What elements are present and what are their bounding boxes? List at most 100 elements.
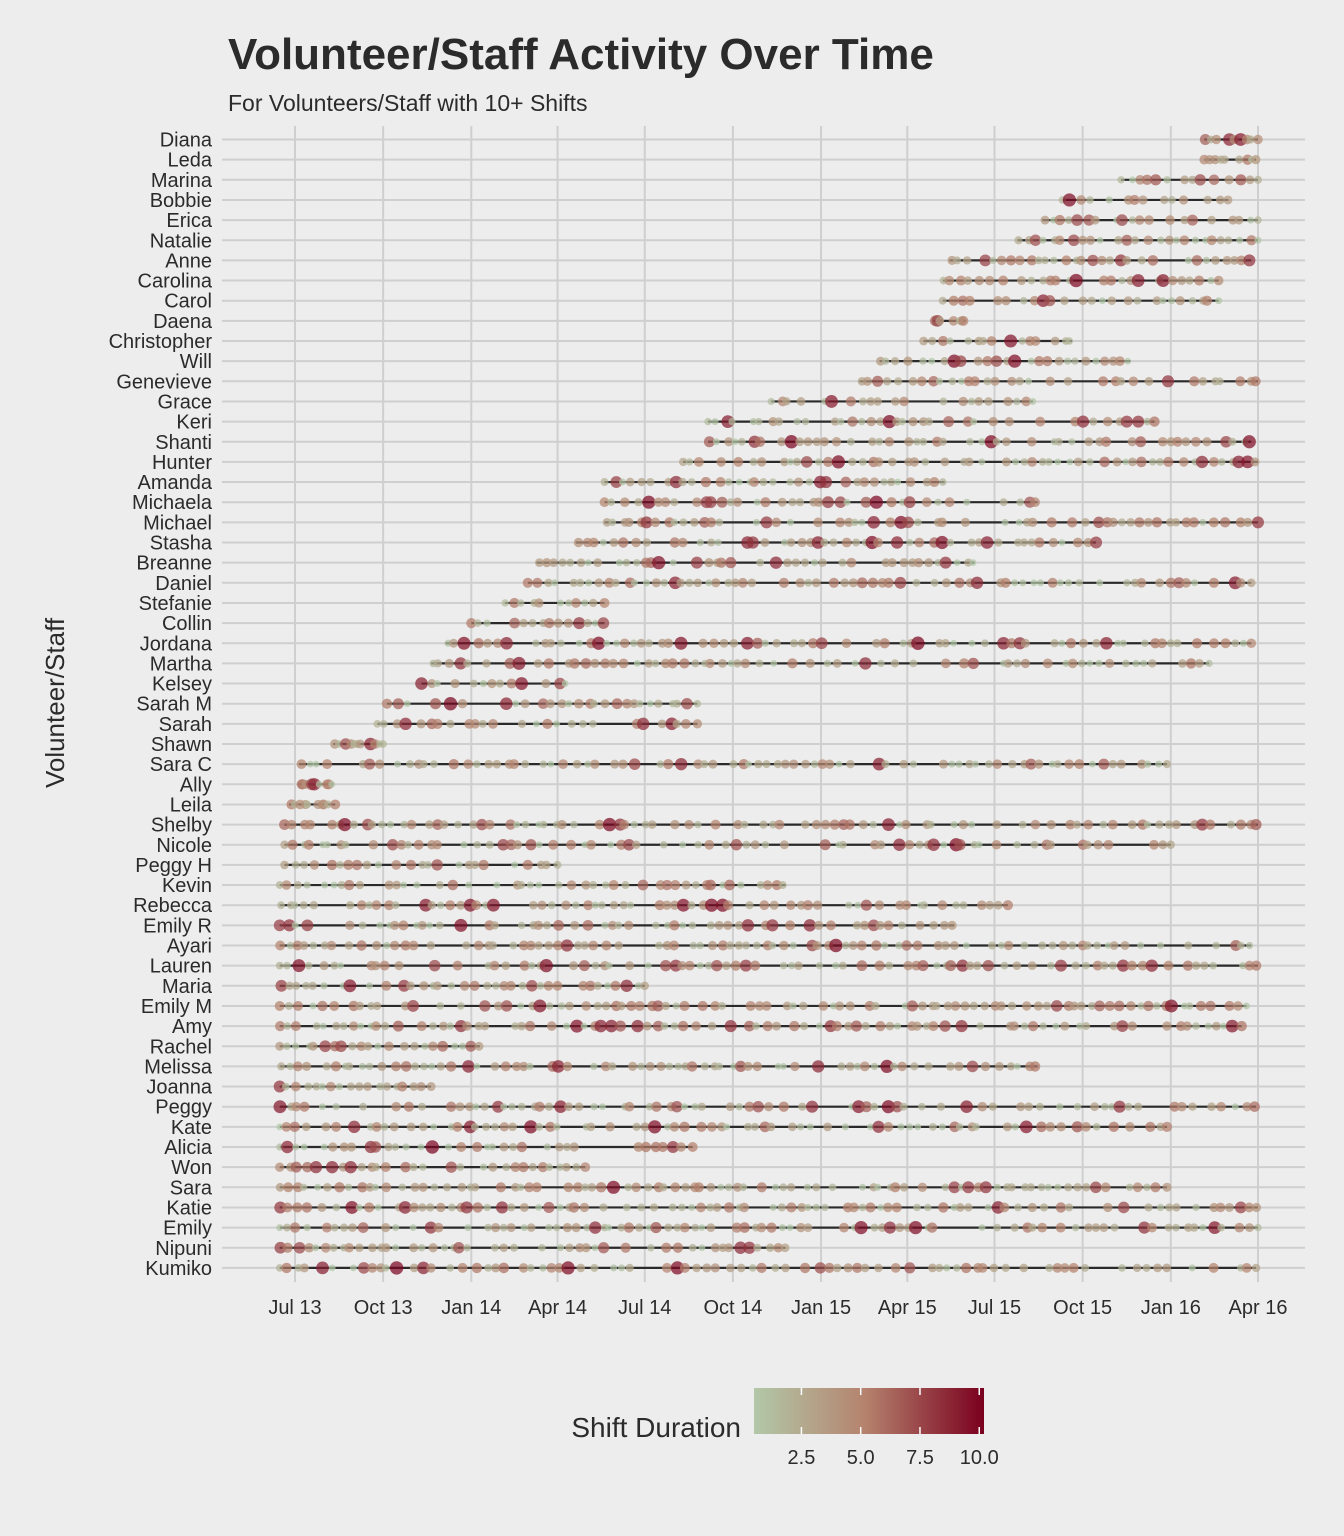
- shift-point: [291, 901, 299, 909]
- shift-point: [381, 1243, 391, 1253]
- shift-point: [823, 456, 834, 467]
- shift-point: [320, 941, 329, 950]
- shift-point: [866, 397, 875, 406]
- shift-point: [786, 1202, 797, 1213]
- x-tick-label: Jan 14: [441, 1297, 501, 1319]
- shift-point: [904, 1262, 916, 1274]
- shift-point: [1235, 155, 1244, 164]
- shift-point: [875, 437, 884, 446]
- shift-point: [766, 919, 779, 932]
- shift-point: [797, 537, 807, 548]
- shift-point: [1004, 417, 1014, 427]
- shift-point: [374, 1204, 382, 1211]
- shift-point: [433, 680, 441, 688]
- shift-point: [625, 477, 635, 487]
- shift-point: [679, 921, 687, 929]
- shift-point: [901, 940, 912, 951]
- shift-point: [858, 518, 866, 526]
- shift-point: [506, 1223, 516, 1233]
- shift-point: [872, 638, 881, 648]
- shift-point: [853, 477, 862, 487]
- shift-point: [918, 1001, 927, 1011]
- shift-point: [573, 1182, 584, 1193]
- shift-point: [731, 438, 739, 446]
- shift-point: [964, 295, 975, 306]
- shift-point: [1225, 1019, 1239, 1033]
- shift-point: [663, 638, 673, 648]
- shift-point: [1137, 1002, 1145, 1010]
- shift-point: [429, 698, 442, 710]
- shift-point: [838, 961, 847, 970]
- shift-point: [479, 679, 487, 688]
- shift-point: [290, 1161, 302, 1173]
- shift-point: [300, 860, 309, 869]
- shift-point: [427, 901, 436, 910]
- shift-point: [1132, 1182, 1143, 1193]
- shift-point: [317, 1202, 327, 1212]
- shift-point: [1131, 274, 1145, 287]
- shift-point: [782, 1001, 792, 1011]
- shift-point: [653, 497, 664, 507]
- shift-point: [819, 437, 830, 447]
- shift-point: [344, 1160, 357, 1174]
- shift-point: [970, 418, 978, 426]
- shift-point: [867, 1123, 874, 1131]
- shift-point: [874, 960, 885, 971]
- shift-point: [739, 1202, 749, 1213]
- shift-point: [702, 1263, 712, 1273]
- shift-point: [664, 1223, 673, 1232]
- shift-point: [589, 598, 598, 608]
- shift-point: [1201, 295, 1213, 306]
- shift-point: [870, 1102, 879, 1111]
- shift-point: [687, 478, 696, 486]
- shift-point: [593, 981, 602, 990]
- legend-colorbar: [754, 1388, 984, 1434]
- shift-point: [1155, 578, 1164, 588]
- shift-point: [1157, 942, 1164, 949]
- shift-point: [898, 417, 906, 426]
- shift-point: [679, 1262, 690, 1273]
- shift-point: [1110, 1223, 1119, 1232]
- shift-point: [490, 1062, 500, 1071]
- shift-point: [908, 417, 918, 427]
- shift-point: [1246, 941, 1254, 950]
- shift-point: [583, 1223, 591, 1232]
- shift-point: [1165, 215, 1175, 225]
- shift-point: [964, 337, 973, 345]
- shift-point: [887, 477, 896, 487]
- shift-point: [561, 1261, 575, 1275]
- y-tick-label: Stasha: [150, 533, 213, 555]
- shift-point: [1073, 1183, 1082, 1192]
- shift-point: [1045, 376, 1055, 386]
- shift-point: [633, 1142, 644, 1152]
- shift-point: [552, 1060, 565, 1073]
- shift-point: [533, 999, 547, 1013]
- shift-point: [457, 636, 471, 650]
- shift-point: [1072, 820, 1082, 829]
- shift-point: [1105, 196, 1113, 204]
- shift-point: [1220, 1022, 1227, 1030]
- shift-point: [894, 576, 907, 589]
- shift-point: [1168, 297, 1176, 305]
- shift-point: [1144, 1203, 1153, 1212]
- shift-point: [608, 1062, 617, 1071]
- shift-point: [462, 1021, 472, 1031]
- shift-point: [921, 497, 932, 508]
- shift-point: [1030, 840, 1039, 849]
- shift-point: [895, 941, 903, 950]
- shift-point: [444, 658, 454, 668]
- shift-point: [971, 760, 979, 768]
- shift-point: [744, 1122, 752, 1131]
- shift-point: [520, 699, 530, 709]
- shift-point: [520, 1224, 528, 1232]
- shift-point: [450, 678, 460, 689]
- shift-point: [309, 901, 318, 910]
- shift-point: [691, 881, 700, 889]
- shift-point: [407, 1000, 419, 1012]
- shift-point: [781, 539, 789, 546]
- shift-point: [648, 1120, 662, 1134]
- shift-point: [865, 1202, 876, 1213]
- shift-point: [936, 1102, 946, 1111]
- shift-point: [877, 1204, 885, 1211]
- shift-point: [622, 698, 632, 709]
